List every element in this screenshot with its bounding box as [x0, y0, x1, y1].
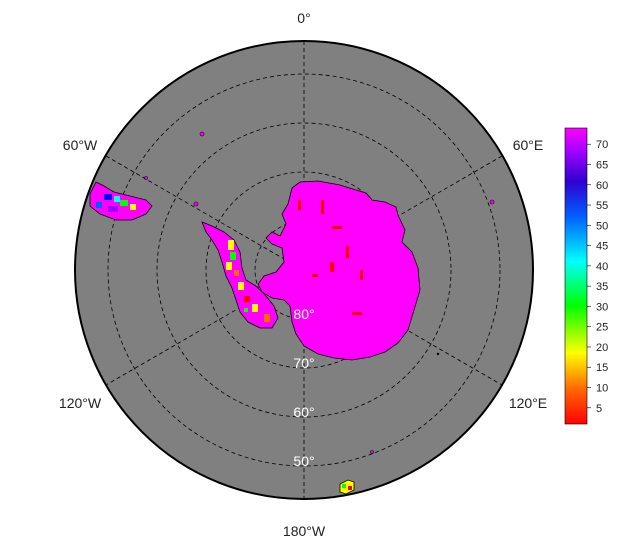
lon-label-0: 0° [297, 10, 310, 26]
cell [96, 202, 102, 208]
colorbar-tick-label: 50 [596, 220, 608, 232]
colorbar-tick-label: 65 [596, 159, 608, 171]
island [370, 450, 374, 454]
meridian-60e-120w [105, 155, 503, 386]
cell [244, 308, 248, 312]
cell [346, 246, 349, 258]
lon-label-120w: 120°W [59, 395, 102, 411]
island [144, 176, 148, 180]
colorbar-tick-label: 55 [596, 200, 608, 212]
island [193, 201, 199, 207]
antarctic-peninsula [201, 221, 279, 329]
cell [130, 204, 136, 210]
lon-label-180w: 180°W [283, 523, 326, 539]
cell [108, 206, 118, 212]
colorbar-tick-label: 40 [596, 261, 608, 273]
cell [226, 262, 232, 270]
colorbar [564, 127, 588, 425]
lat-label-60: 60° [293, 404, 314, 420]
cell [252, 304, 258, 312]
cell [228, 240, 234, 250]
colorbar-tick-label: 5 [596, 403, 602, 415]
colorbar-tick-label: 25 [596, 322, 608, 334]
colorbar-tick-label: 30 [596, 301, 608, 313]
cell [330, 262, 334, 272]
lat-label-70: 70° [293, 355, 314, 371]
colorbar-tick-label: 35 [596, 281, 608, 293]
colorbar-tick-label: 45 [596, 241, 608, 253]
lon-label-120e: 120°E [509, 395, 547, 411]
colorbar-tick-label: 10 [596, 383, 608, 395]
cell [244, 296, 250, 302]
antarctica-landmass [257, 180, 421, 361]
new-zealand-tip [339, 479, 355, 495]
lat-label-80: 80° [293, 306, 314, 322]
meridian-60w-120e [105, 155, 503, 386]
lon-label-60e: 60°E [513, 137, 544, 153]
cell [114, 196, 120, 202]
island [199, 131, 205, 137]
cell [104, 194, 112, 200]
cell [352, 312, 362, 315]
cell [234, 270, 239, 276]
colorbar-tick-label: 60 [596, 180, 608, 192]
colorbar-tick-label: 15 [596, 362, 608, 374]
lat-label-50: 50° [293, 453, 314, 469]
cell [120, 200, 128, 206]
lat-circle-60 [156, 122, 452, 418]
colorbar-ticks: 70 65 60 55 50 45 40 35 30 25 20 15 10 5 [587, 139, 608, 415]
cell [360, 270, 363, 280]
colorbar-tick-label: 70 [596, 139, 608, 151]
cell [342, 484, 346, 488]
island [489, 199, 495, 205]
island [436, 352, 440, 356]
cell [348, 486, 352, 490]
cell [264, 314, 270, 322]
cell [312, 274, 318, 277]
colorbar-tick-label: 20 [596, 342, 608, 354]
cell [321, 200, 324, 214]
cell [238, 282, 244, 290]
cell [298, 200, 301, 210]
lat-circle-50 [107, 73, 501, 467]
lon-label-60w: 60°W [63, 137, 98, 153]
cell [230, 252, 236, 260]
cell [332, 226, 342, 229]
